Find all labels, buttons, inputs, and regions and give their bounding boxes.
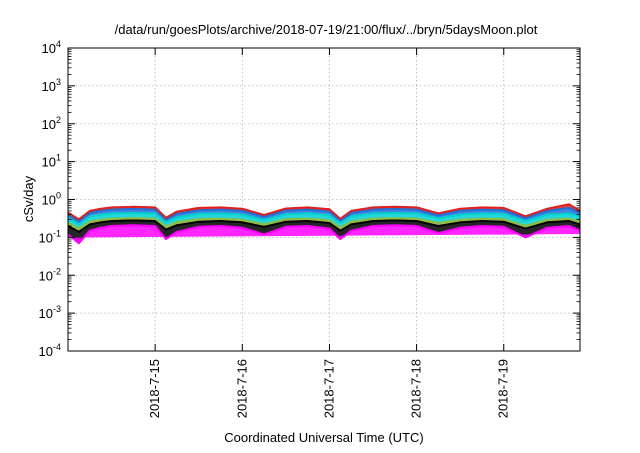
series-band-2 — [68, 220, 580, 244]
series-line-1 — [67, 224, 581, 245]
y-tick-label: 10-1 — [39, 228, 61, 245]
y-tick-label: 102 — [42, 115, 61, 132]
y-tick-label: 101 — [42, 153, 61, 170]
y-tick-label: 10-4 — [39, 342, 61, 359]
series-layer — [67, 203, 581, 245]
series-band-1 — [68, 225, 580, 244]
y-tick-label: 10-3 — [39, 304, 61, 321]
x-axis-label: Coordinated Universal Time (UTC) — [224, 430, 423, 445]
x-tick-label: 2018-7-17 — [321, 359, 336, 418]
series-line-2 — [67, 219, 581, 233]
x-axis: 2018-7-15 2018-7-16 2018-7-17 2018-7-18 2018… — [147, 48, 511, 418]
series-line-5 — [67, 206, 581, 222]
series-line-3 — [67, 217, 581, 230]
grid — [68, 48, 580, 351]
y-axis: 10-4 10-3 10-2 10-1 100 101 102 103 104 — [39, 39, 580, 359]
y-tick-label: 10-2 — [39, 266, 61, 283]
x-tick-label: 2018-7-15 — [147, 359, 162, 418]
y-tick-label: 104 — [42, 39, 61, 56]
y-axis-label: cSv/day — [21, 175, 36, 222]
x-tick-label: 2018-7-16 — [234, 359, 249, 418]
series-band-5 — [68, 207, 580, 225]
series-line-4 — [67, 212, 581, 226]
series-line-6 — [67, 203, 581, 221]
y-tick-label: 103 — [42, 77, 61, 94]
y-tick-label: 100 — [42, 191, 61, 208]
x-tick-label: 2018-7-18 — [409, 359, 424, 418]
x-tick-label: 2018-7-19 — [496, 359, 511, 418]
chart-title: /data/run/goesPlots/archive/2018-07-19/2… — [115, 22, 538, 37]
